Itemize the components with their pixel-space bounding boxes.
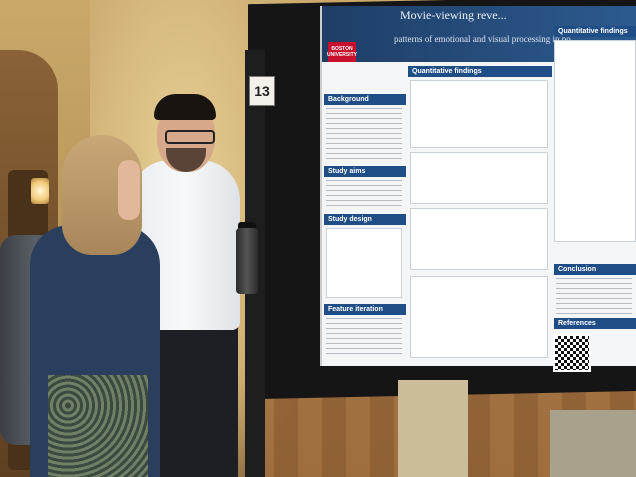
board-number-tag: 13: [249, 76, 275, 106]
research-poster: Movie-viewing reve... patterns of emotio…: [320, 6, 636, 366]
section-feature-iteration: Feature iteration: [324, 304, 406, 315]
qr-code: [553, 334, 591, 372]
findings-plot-4: [410, 276, 548, 358]
bystander-legs: [398, 380, 468, 477]
poster-subtitle: patterns of emotional and visual process…: [394, 34, 578, 44]
section-study-aims: Study aims: [324, 166, 406, 177]
section-background: Background: [324, 94, 406, 105]
bystander-partial: [550, 410, 636, 477]
feature-iteration-text: [326, 318, 402, 358]
man-trousers: [148, 322, 238, 477]
findings-plot-5: [554, 40, 636, 242]
woman-floral-skirt: [48, 375, 148, 477]
water-bottle: [236, 228, 258, 294]
findings-plot-2: [410, 152, 548, 204]
man-hair: [154, 94, 216, 120]
findings-plot-1: [410, 80, 548, 148]
section-quantitative-findings-2: Quantitative findings: [554, 26, 636, 37]
glasses: [165, 130, 215, 144]
wall-lamp: [31, 178, 49, 204]
university-logo: BOSTON UNIVERSITY: [327, 42, 357, 62]
study-design-figure: [326, 228, 402, 298]
section-conclusion: Conclusion: [554, 264, 636, 275]
study-aims-text: [326, 180, 402, 210]
background-text: [326, 108, 402, 160]
section-study-design: Study design: [324, 214, 406, 225]
section-quantitative-findings: Quantitative findings: [408, 66, 552, 77]
conclusion-text: [556, 278, 632, 314]
section-references: References: [554, 318, 636, 329]
poster-title: Movie-viewing reve...: [400, 8, 507, 22]
findings-plot-3: [410, 208, 548, 270]
woman-cheek: [118, 160, 140, 220]
